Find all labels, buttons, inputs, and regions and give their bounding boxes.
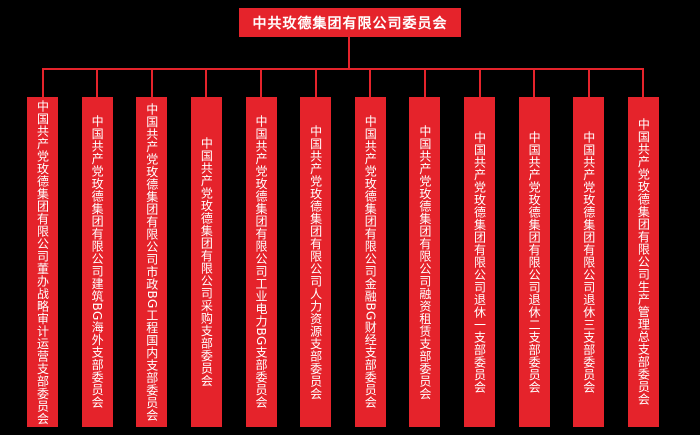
branch-column: 中国共产党玫德集团有限公司建筑BG海外支部委员会 — [81, 70, 113, 427]
branch-box: 中国共产党玫德集团有限公司市政BG工程国内支部委员会 — [136, 97, 168, 427]
branch-column: 中国共产党玫德集团有限公司生产管理总支部委员会 — [627, 70, 659, 427]
branch-label: 中国共产党玫德集团有限公司工业电力BG支部委员会 — [254, 115, 268, 409]
connector-drop-line — [314, 70, 317, 97]
connector-drop-line — [533, 70, 536, 97]
branch-box: 中国共产党玫德集团有限公司退休一支部委员会 — [464, 97, 495, 427]
branch-box: 中国共产党玫德集团有限公司退休二支部委员会 — [518, 97, 550, 427]
branch-column: 中国共产党玫德集团有限公司采购支部委员会 — [190, 70, 222, 427]
branch-column: 中国共产党玫德集团有限公司融资租赁支部委员会 — [409, 70, 441, 427]
branch-column: 中国共产党玫德集团有限公司金融BG财经支部委员会 — [354, 70, 386, 427]
branch-column: 中国共产党玫德集团有限公司市政BG工程国内支部委员会 — [136, 70, 168, 427]
branch-label: 中国共产党玫德集团有限公司金融BG财经支部委员会 — [363, 115, 378, 409]
branch-label: 中国共产党玫德集团有限公司退休三支部委员会 — [581, 130, 596, 394]
connector-stub-line — [348, 37, 350, 70]
branch-box: 中国共产党玫德集团有限公司生产管理总支部委员会 — [627, 97, 659, 427]
branch-box: 中国共产党玫德集团有限公司融资租赁支部委员会 — [409, 97, 441, 427]
branch-box: 中国共产党玫德集团有限公司退休三支部委员会 — [573, 97, 605, 427]
branch-column: 中国共产党玫德集团有限公司退休一支部委员会 — [464, 70, 495, 427]
branch-label: 中国共产党玫德集团有限公司市政BG工程国内支部委员会 — [144, 102, 159, 422]
branch-box: 中国共产党玫德集团有限公司人力资源支部委员会 — [300, 97, 332, 427]
connector-drop-line — [96, 70, 99, 97]
branch-box: 中国共产党玫德集团有限公司金融BG财经支部委员会 — [354, 97, 386, 427]
connector-drop-line — [478, 70, 481, 97]
branch-box: 中国共产党玫德集团有限公司工业电力BG支部委员会 — [245, 97, 277, 427]
branch-column: 中国共产党玫德集团有限公司人力资源支部委员会 — [300, 70, 332, 427]
branch-box: 中国共产党玫德集团有限公司采购支部委员会 — [190, 97, 222, 427]
branch-column: 中国共产党玫德集团有限公司董办战略审计运营支部委员会 — [27, 70, 58, 427]
connector-drop-line — [41, 70, 44, 97]
root-committee-box: 中共玫德集团有限公司委员会 — [239, 8, 461, 37]
branch-label: 中国共产党玫德集团有限公司采购支部委员会 — [199, 137, 214, 387]
branch-box: 中国共产党玫德集团有限公司建筑BG海外支部委员会 — [81, 97, 113, 427]
connector-drop-line — [642, 70, 645, 97]
branch-column: 中国共产党玫德集团有限公司工业电力BG支部委员会 — [245, 70, 277, 427]
branch-box: 中国共产党玫德集团有限公司董办战略审计运营支部委员会 — [27, 97, 58, 427]
branch-label: 中国共产党玫德集团有限公司退休一支部委员会 — [472, 130, 487, 394]
root-committee-label: 中共玫德集团有限公司委员会 — [252, 15, 448, 32]
branch-label: 中国共产党玫德集团有限公司生产管理总支部委员会 — [636, 118, 651, 406]
branch-label: 中国共产党玫德集团有限公司建筑BG海外支部委员会 — [90, 115, 105, 409]
branch-label: 中国共产党玫德集团有限公司董办战略审计运营支部委员会 — [35, 99, 50, 425]
connector-drop-line — [150, 70, 153, 97]
branches-row: 中国共产党玫德集团有限公司董办战略审计运营支部委员会 中国共产党玫德集团有限公司建… — [27, 70, 659, 427]
connector-drop-line — [423, 70, 426, 97]
connector-drop-line — [260, 70, 262, 97]
branch-column: 中国共产党玫德集团有限公司退休二支部委员会 — [518, 70, 550, 427]
connector-horizontal-line — [42, 68, 644, 70]
connector-drop-line — [205, 70, 208, 97]
connector-drop-line — [587, 70, 590, 97]
branch-label: 中国共产党玫德集团有限公司退休二支部委员会 — [527, 130, 542, 394]
branch-label: 中国共产党玫德集团有限公司融资租赁支部委员会 — [417, 124, 432, 400]
connector-drop-line — [369, 70, 372, 97]
branch-column: 中国共产党玫德集团有限公司退休三支部委员会 — [573, 70, 605, 427]
branch-label: 中国共产党玫德集团有限公司人力资源支部委员会 — [308, 124, 323, 400]
